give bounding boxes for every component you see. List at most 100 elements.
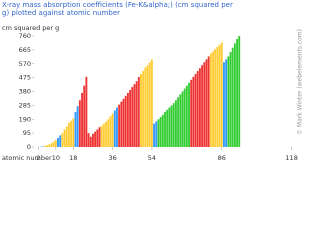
bar <box>126 92 129 147</box>
bar <box>238 36 241 147</box>
bar <box>116 107 118 147</box>
y-tick-label: 665 <box>19 46 31 54</box>
y-tick-label: 0 <box>27 143 31 151</box>
y-axis-label: cm squared per g <box>2 24 59 32</box>
bar <box>41 146 44 147</box>
bar <box>142 71 145 147</box>
bar <box>225 59 228 147</box>
x-tick-label: 118 <box>285 154 297 162</box>
x-tick-label: 2 <box>36 154 40 162</box>
bar <box>164 111 166 147</box>
bar <box>129 90 131 147</box>
bar <box>92 133 94 147</box>
bar <box>70 120 73 147</box>
bar <box>118 104 121 147</box>
bar <box>105 121 107 147</box>
bar <box>205 59 208 147</box>
bar <box>61 133 64 147</box>
bar <box>233 43 236 148</box>
bar <box>50 143 53 147</box>
bar <box>120 101 123 147</box>
y-tick-label: 95 <box>23 129 31 137</box>
y-tick-label: 475 <box>19 74 31 82</box>
bar <box>72 118 75 147</box>
bar <box>131 87 134 147</box>
bar <box>48 144 51 147</box>
bar <box>161 114 164 147</box>
bar <box>111 113 114 147</box>
bar <box>229 52 232 147</box>
bar <box>76 106 79 147</box>
bar <box>196 71 199 147</box>
bar <box>137 76 140 147</box>
bar <box>153 123 156 147</box>
bar <box>109 116 112 147</box>
bar <box>135 81 138 147</box>
bar <box>133 84 136 147</box>
bar <box>85 76 88 147</box>
y-tick-label: 380 <box>19 88 31 96</box>
bar <box>212 51 214 147</box>
chart: cm squared per g atomic number © Mark Wi… <box>2 24 304 162</box>
bar <box>231 47 234 147</box>
bar <box>150 59 153 147</box>
bar <box>155 121 158 147</box>
bar <box>74 111 77 147</box>
bar <box>146 65 149 147</box>
bar <box>54 139 57 147</box>
bar <box>102 123 105 147</box>
y-tick-label: 190 <box>19 115 31 123</box>
x-tick-label: 18 <box>69 154 77 162</box>
bar <box>57 137 59 147</box>
bar <box>107 119 110 147</box>
bar <box>144 67 147 147</box>
bar <box>113 110 116 147</box>
bar <box>199 68 201 147</box>
bar <box>96 129 99 147</box>
bar <box>214 49 217 147</box>
bar <box>177 97 180 147</box>
bar <box>159 117 162 147</box>
bar <box>124 95 127 147</box>
x-tick-label: 54 <box>148 154 156 162</box>
bar <box>78 100 81 147</box>
bar <box>63 129 66 147</box>
bar <box>223 62 225 147</box>
x-axis-label: atomic number <box>2 154 52 162</box>
bar <box>192 76 195 147</box>
bar <box>100 125 103 147</box>
bar <box>190 79 193 147</box>
x-tick-label: 36 <box>108 154 116 162</box>
bar <box>218 44 221 148</box>
x-tick-label: 86 <box>218 154 226 162</box>
bar <box>188 82 190 147</box>
bar <box>170 105 173 147</box>
bar <box>209 53 212 147</box>
bar <box>148 62 151 147</box>
bar <box>81 92 83 147</box>
bar <box>172 103 175 147</box>
bar <box>122 98 125 147</box>
bar <box>220 42 223 147</box>
bar <box>140 73 142 147</box>
bar <box>157 119 160 147</box>
x-tick-label: 10 <box>52 154 60 162</box>
bar <box>216 46 219 147</box>
bar <box>43 145 46 147</box>
bar <box>174 100 177 147</box>
bar <box>227 56 230 147</box>
bar <box>236 38 238 147</box>
bar <box>179 94 182 147</box>
bar <box>52 141 55 147</box>
y-tick-label: 285 <box>19 101 31 109</box>
bar <box>87 133 90 147</box>
bar <box>89 136 92 147</box>
bar <box>181 91 184 147</box>
bar <box>207 56 210 147</box>
bar <box>203 62 206 147</box>
bar <box>183 88 186 147</box>
bar <box>201 65 204 147</box>
bar <box>46 145 49 147</box>
bar <box>83 85 86 147</box>
bar <box>98 127 101 147</box>
